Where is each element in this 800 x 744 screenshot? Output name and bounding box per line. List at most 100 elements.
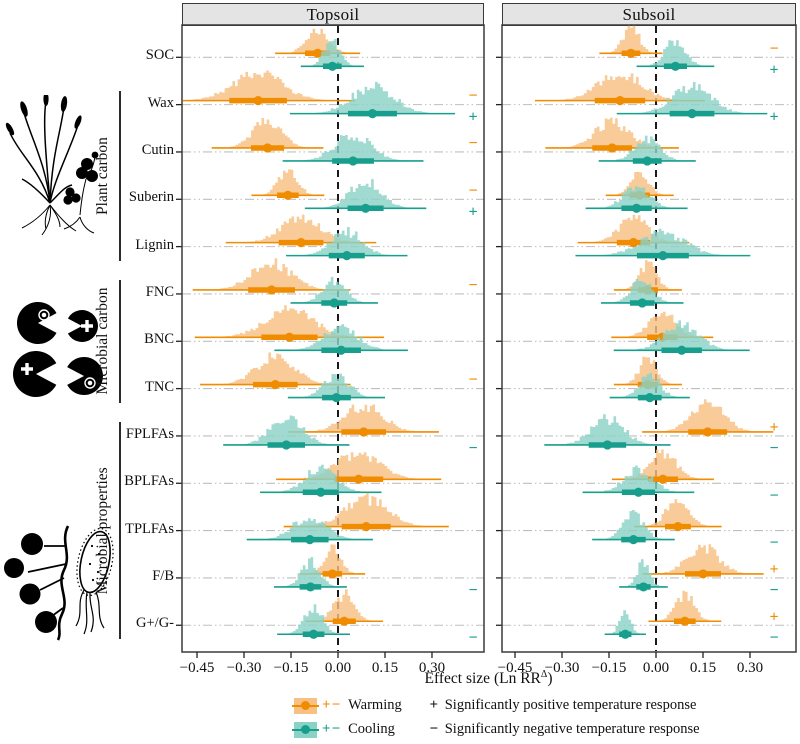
warming-plus-minus-icon: +− bbox=[322, 697, 342, 713]
x-axis-title: Effect size (Ln RRΔ) bbox=[182, 669, 795, 688]
mean-dot bbox=[698, 569, 708, 579]
sig-marker: + bbox=[468, 203, 477, 220]
density-ridge bbox=[653, 590, 716, 622]
mean-dot bbox=[359, 427, 369, 437]
density-ridge bbox=[619, 449, 707, 480]
density-ridge bbox=[623, 320, 740, 351]
row-label-suberin: Suberin bbox=[128, 189, 174, 206]
cooling-key-icon bbox=[292, 721, 319, 738]
sig-marker: − bbox=[468, 135, 477, 152]
density-ridge bbox=[615, 372, 684, 398]
minus-icon: − bbox=[429, 721, 439, 737]
density-ridge bbox=[555, 117, 669, 148]
row-labels: SOC Wax Cutin Suberin Lignin FNC BNC TNC FPLFAs B… bbox=[0, 0, 176, 660]
mean-dot bbox=[687, 109, 697, 119]
mean-dot bbox=[615, 96, 625, 106]
legend-item-warming: +− Warming bbox=[292, 695, 402, 716]
panel-content bbox=[502, 25, 796, 651]
mean-dot bbox=[253, 96, 263, 106]
legend-item-cooling: +− Cooling bbox=[292, 719, 402, 740]
x-tick-label: 0.30 bbox=[737, 660, 763, 676]
x-axis-title-close: ) bbox=[547, 670, 553, 688]
mean-dot bbox=[361, 522, 371, 532]
density-ridge bbox=[553, 414, 662, 445]
sig-marker: + bbox=[769, 61, 778, 78]
mean-dot bbox=[354, 474, 364, 484]
density-ridge bbox=[651, 399, 764, 432]
mean-dot bbox=[637, 298, 647, 308]
mean-dot bbox=[284, 332, 295, 342]
x-axis-title-text: Effect size (Ln RR bbox=[424, 670, 541, 688]
mean-dot bbox=[339, 616, 349, 626]
panel-border bbox=[181, 24, 485, 653]
sig-marker: − bbox=[769, 535, 778, 552]
mean-dot bbox=[296, 238, 306, 248]
density-ridge bbox=[622, 559, 665, 587]
mean-dot bbox=[628, 535, 639, 545]
sig-marker: − bbox=[769, 487, 778, 504]
group-bracket-line bbox=[119, 421, 121, 640]
mean-dot bbox=[645, 393, 655, 403]
x-axis-title-sup: Δ bbox=[540, 669, 548, 680]
density-ridge bbox=[311, 589, 378, 622]
row-label-fnc: FNC bbox=[145, 283, 174, 300]
density-ridge bbox=[607, 278, 678, 303]
density-ridge bbox=[208, 305, 371, 338]
density-ridge bbox=[604, 25, 658, 54]
row-label-lignin: Lignin bbox=[135, 236, 174, 253]
density-ridge bbox=[211, 352, 340, 385]
mean-dot bbox=[316, 487, 326, 497]
row-label-wax: Wax bbox=[147, 94, 174, 111]
mean-dot bbox=[313, 48, 323, 58]
sig-positive-text: Significantly positive temperature respo… bbox=[444, 697, 697, 713]
x-tick-label: −0.15 bbox=[274, 660, 309, 676]
row-label-gg: G+/G- bbox=[136, 615, 174, 632]
mean-dot bbox=[360, 203, 371, 213]
density-ridge bbox=[299, 404, 428, 432]
legend: +− Warming +− Cooling + Significantly po… bbox=[292, 695, 700, 740]
x-tick-label: −0.45 bbox=[180, 660, 215, 676]
x-tick-label: 0.15 bbox=[690, 660, 716, 676]
density-ridge bbox=[302, 81, 443, 114]
density-ridge bbox=[183, 70, 341, 101]
sig-marker: + bbox=[769, 608, 778, 625]
mean-dot bbox=[327, 569, 337, 579]
legend-sig-positive: + Significantly positive temperature res… bbox=[428, 695, 700, 716]
row-label-cutin: Cutin bbox=[141, 141, 174, 158]
x-tick-label: −0.30 bbox=[227, 660, 262, 676]
density-ridge bbox=[588, 228, 738, 256]
mean-dot bbox=[305, 535, 315, 545]
x-tick-label: 0.00 bbox=[325, 660, 351, 676]
mean-dot bbox=[348, 156, 358, 166]
density-ridge bbox=[232, 415, 341, 445]
mean-dot bbox=[327, 61, 337, 71]
sig-marker: − bbox=[468, 182, 477, 199]
density-ridge bbox=[651, 544, 755, 574]
density-ridge bbox=[642, 40, 709, 67]
density-ridge bbox=[590, 465, 686, 493]
density-ridge bbox=[295, 227, 399, 256]
cooling-plus-minus-icon: +− bbox=[322, 721, 342, 737]
row-label-tnc: TNC bbox=[145, 378, 174, 395]
mean-dot bbox=[308, 629, 319, 639]
sig-marker: + bbox=[468, 109, 477, 126]
density-ridge bbox=[204, 258, 339, 290]
density-ridge bbox=[305, 39, 360, 67]
density-ridge bbox=[640, 499, 716, 527]
sig-marker: − bbox=[468, 582, 477, 599]
x-tick-label: 0.15 bbox=[372, 660, 398, 676]
density-ridge bbox=[610, 171, 669, 196]
x-tick-label: −0.15 bbox=[592, 660, 627, 676]
plus-icon: + bbox=[429, 697, 439, 713]
density-ridge bbox=[288, 452, 429, 480]
density-ridge bbox=[618, 311, 706, 338]
density-ridge bbox=[304, 544, 361, 574]
sig-marker: + bbox=[769, 109, 778, 126]
sig-marker: + bbox=[769, 561, 778, 578]
mean-dot bbox=[658, 251, 668, 261]
mean-dot bbox=[626, 48, 636, 58]
mean-dot bbox=[703, 427, 713, 437]
mean-dot bbox=[305, 582, 316, 592]
density-ridge bbox=[284, 324, 398, 351]
mean-dot bbox=[602, 440, 613, 450]
